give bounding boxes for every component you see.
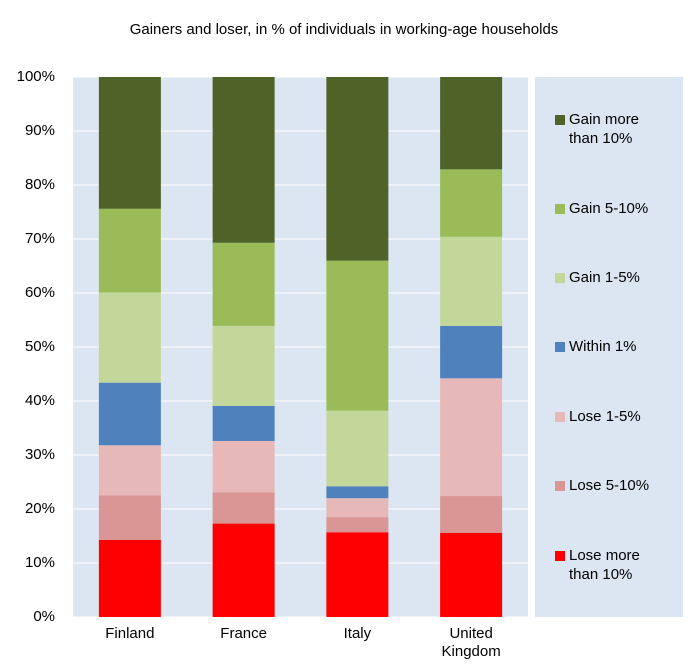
legend-swatch	[555, 203, 565, 214]
y-tick-label: 100%	[17, 68, 55, 85]
legend-item: Within 1%	[535, 337, 683, 356]
bar-segment	[326, 260, 389, 411]
legend-label: Within 1%	[569, 338, 637, 356]
bar-segment	[212, 405, 275, 441]
bar-segment	[440, 236, 503, 326]
bar-segment	[440, 325, 503, 379]
bar-segment	[212, 242, 275, 326]
legend-label: Gain 5-10%	[569, 199, 649, 217]
y-tick-label: 50%	[25, 338, 55, 355]
legend-label: Gain 1-5%	[569, 269, 640, 287]
y-tick-label: 30%	[25, 446, 55, 463]
y-tick-label: 40%	[25, 392, 55, 409]
legend-label: Lose 5-10%	[569, 477, 650, 495]
legend-swatch	[555, 273, 565, 284]
legend-swatch	[555, 481, 565, 492]
y-tick-label: 20%	[25, 500, 55, 517]
legend-item: Lose 1-5%	[535, 407, 683, 426]
bar-segment	[440, 77, 503, 170]
x-tick-label: France	[220, 625, 267, 642]
legend-item: Gain 1-5%	[535, 268, 683, 287]
legend-label: Lose 1-5%	[569, 407, 641, 425]
bar-segment	[98, 539, 161, 617]
bar-segment	[98, 382, 161, 446]
y-tick-label: 60%	[25, 284, 55, 301]
bar-segment	[326, 410, 389, 487]
bar-segment	[440, 169, 503, 237]
bar-segment	[98, 445, 161, 496]
bar-segment	[440, 532, 503, 617]
y-tick-label: 90%	[25, 122, 55, 139]
legend-swatch	[555, 342, 565, 353]
bar-segment	[212, 325, 275, 406]
legend-swatch	[555, 115, 565, 126]
bar-segment	[212, 523, 275, 617]
bar-segment	[326, 486, 389, 499]
chart-title: Gainers and loser, in % of individuals i…	[130, 21, 559, 38]
legend-item: Lose more than 10%	[535, 546, 683, 584]
x-tick-label: Finland	[105, 625, 155, 642]
bar-segment	[212, 440, 275, 493]
legend-item: Lose 5-10%	[535, 476, 683, 495]
bar-segment	[326, 498, 389, 518]
legend-item: Gain more than 10%	[535, 110, 683, 148]
y-tick-label: 80%	[25, 176, 55, 193]
legend-swatch	[555, 550, 565, 561]
bar-segment	[98, 495, 161, 540]
bar-segment	[440, 496, 503, 533]
bar-segment	[98, 208, 161, 293]
legend-label: Gain more than 10%	[569, 111, 640, 148]
bar-segment	[212, 492, 275, 524]
bar-segment	[98, 292, 161, 383]
bar-segment	[98, 77, 161, 209]
bar-segment	[440, 378, 503, 497]
legend-item: Gain 5-10%	[535, 199, 683, 218]
bar-segment	[326, 517, 389, 533]
legend-label: Lose more than 10%	[569, 546, 640, 583]
bar-segment	[212, 77, 275, 243]
legend-swatch	[555, 411, 565, 422]
y-tick-label: 70%	[25, 230, 55, 247]
y-tick-label: 10%	[25, 554, 55, 571]
y-tick-label: 0%	[33, 608, 55, 625]
bar-segment	[326, 532, 389, 617]
bar-segment	[326, 77, 389, 261]
x-tick-label: United Kingdom	[441, 625, 501, 660]
legend: Gain more than 10% Gain 5-10% Gain 1-5% Wit…	[535, 77, 683, 617]
x-tick-label: Italy	[343, 625, 372, 642]
